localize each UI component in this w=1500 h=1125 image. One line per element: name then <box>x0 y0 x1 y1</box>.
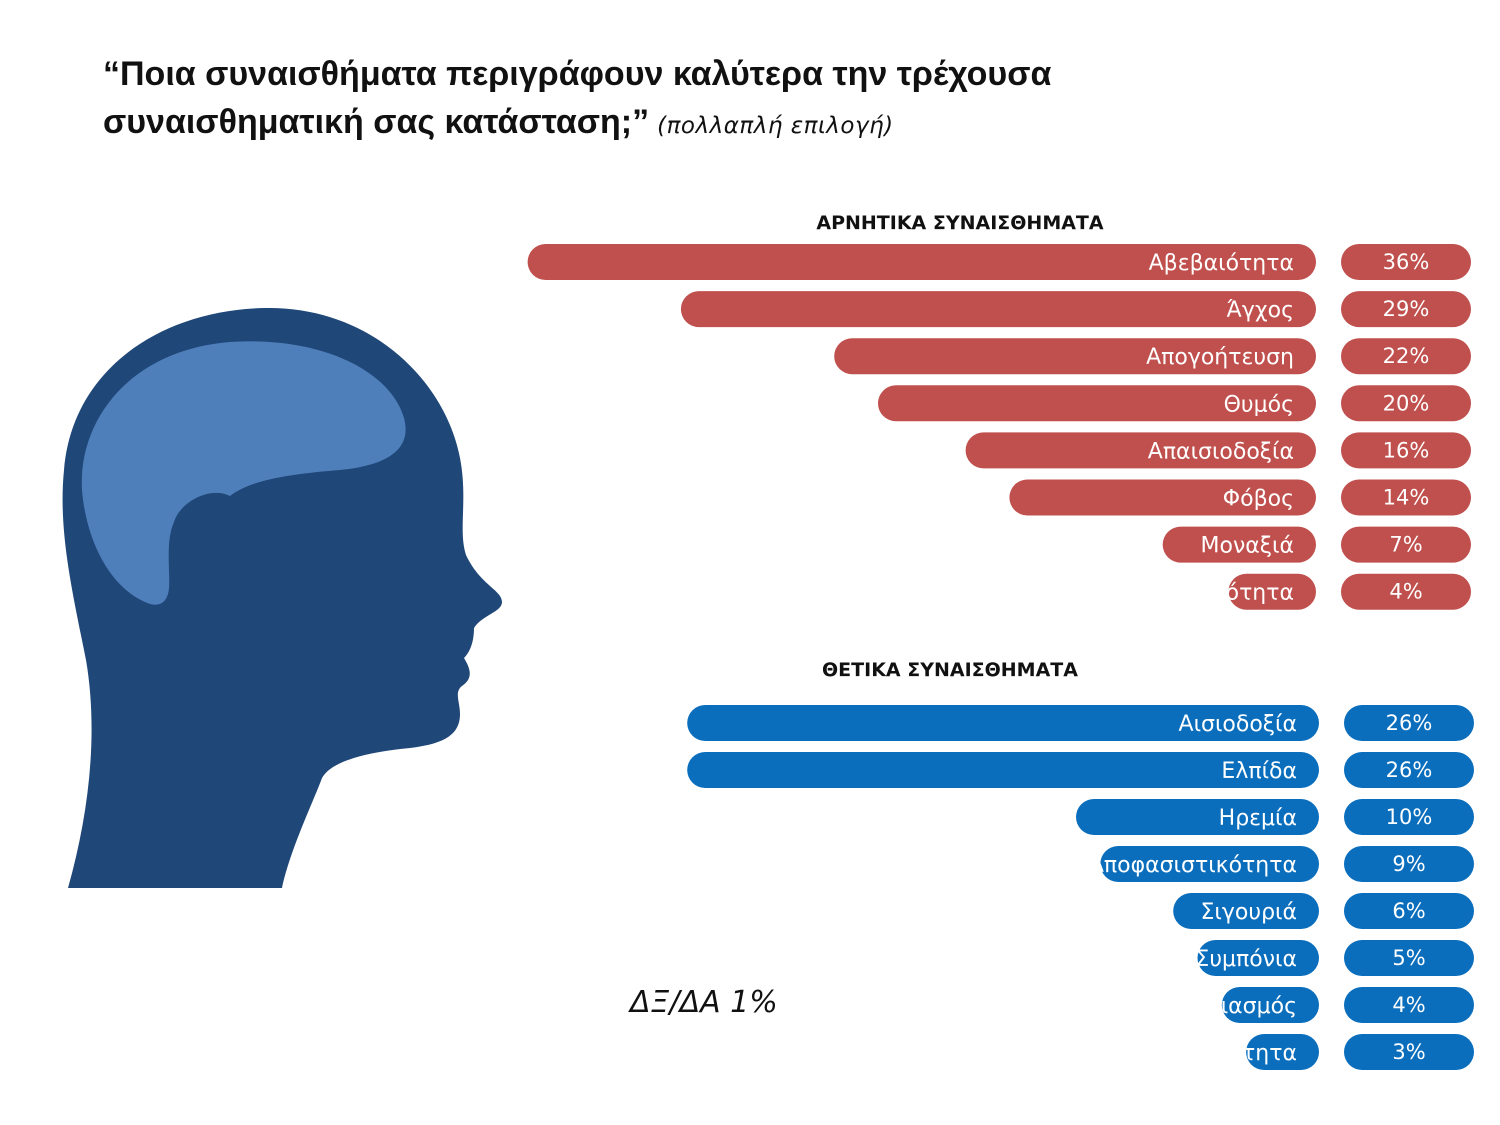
negative-value-pill <box>1341 432 1471 469</box>
negative-bar <box>1009 479 1316 516</box>
positive-section-title: ΘΕΤΙΚΑ ΣΥΝΑΙΣΘΗΜΑΤΑ <box>822 659 1078 681</box>
positive-bar-category-label: Χρησιμότητα <box>1150 1041 1297 1066</box>
negative-value-label: 20% <box>1383 391 1430 415</box>
positive-value-pill <box>1344 705 1474 741</box>
negative-value-pill <box>1341 573 1471 610</box>
positive-value-label: 26% <box>1386 758 1433 782</box>
negative-value-pill <box>1341 385 1471 422</box>
negative-value-pill <box>1341 338 1471 375</box>
positive-value-label: 3% <box>1392 1040 1425 1064</box>
chart-title-main: “Ποια συναισθήματα περιγράφουν καλύτερα … <box>103 55 1052 141</box>
positive-bar <box>1246 1034 1319 1070</box>
positive-value-pill <box>1344 1034 1474 1070</box>
positive-bar-chart: Αισιοδοξία 26% Ελπίδα 26% Ηρεμία 10% Αποφασιστ… <box>687 705 1474 1070</box>
negative-value-label: 14% <box>1383 486 1430 510</box>
positive-value-pill <box>1344 799 1474 835</box>
positive-value-label: 4% <box>1392 993 1425 1017</box>
negative-bar <box>527 244 1316 280</box>
positive-bar-category-label: Συμπόνια <box>1195 947 1297 972</box>
negative-bar-chart: Αβεβαιότητα 36% Άγχος 29% Απογοήτευση 22% Θυμό… <box>527 244 1471 610</box>
negative-bar <box>965 432 1316 469</box>
positive-bar-category-label: Ηρεμία <box>1219 806 1297 831</box>
negative-bar <box>680 291 1316 328</box>
brain-shape <box>81 341 406 605</box>
negative-bar-category-label: Απογοήτευση <box>1146 345 1294 370</box>
positive-bar <box>1100 846 1319 882</box>
positive-bar <box>1221 987 1319 1023</box>
positive-bar <box>687 752 1319 788</box>
positive-bar <box>1197 940 1319 976</box>
negative-value-pill <box>1341 244 1471 280</box>
positive-bar <box>687 705 1319 741</box>
negative-bar <box>1162 526 1316 563</box>
positive-value-pill <box>1344 893 1474 929</box>
positive-value-label: 26% <box>1386 711 1433 735</box>
negative-bar-category-label: Μοναξιά <box>1201 534 1294 559</box>
negative-value-label: 7% <box>1389 533 1422 557</box>
negative-bar-category-label: Απαισιοδοξία <box>1148 439 1294 464</box>
positive-bar-category-label: Ελπίδα <box>1221 759 1297 784</box>
positive-value-pill <box>1344 846 1474 882</box>
negative-section-title: ΑΡΝΗΤΙΚΑ ΣΥΝΑΙΣΘΗΜΑΤΑ <box>816 212 1104 234</box>
dont-know-footnote: ΔΞ/ΔΑ 1% <box>630 985 778 1020</box>
positive-bar-category-label: Αισιοδοξία <box>1179 712 1297 737</box>
chart-title: “Ποια συναισθήματα περιγράφουν καλύτερα … <box>103 50 1253 150</box>
positive-bar-category-label: Σιγουριά <box>1201 900 1297 925</box>
negative-bar-category-label: Ανικανότητα <box>1151 581 1294 606</box>
positive-bar <box>1173 893 1319 929</box>
negative-value-pill <box>1341 479 1471 516</box>
human-head-silhouette-icon <box>62 307 502 889</box>
positive-value-label: 5% <box>1392 946 1425 970</box>
negative-bar <box>834 338 1316 375</box>
positive-value-label: 6% <box>1392 899 1425 923</box>
negative-value-pill <box>1341 291 1471 328</box>
negative-value-label: 36% <box>1383 250 1430 274</box>
positive-bar <box>1076 799 1319 835</box>
positive-value-pill <box>1344 940 1474 976</box>
negative-value-label: 29% <box>1383 297 1430 321</box>
negative-bar <box>878 385 1316 422</box>
positive-value-pill <box>1344 752 1474 788</box>
positive-bar-category-label: Ενθουσιασμός <box>1141 994 1297 1019</box>
negative-bar-category-label: Αβεβαιότητα <box>1149 251 1294 276</box>
negative-bar-category-label: Άγχος <box>1227 298 1294 323</box>
negative-bar <box>1228 573 1316 610</box>
positive-value-label: 9% <box>1392 852 1425 876</box>
chart-subtitle: (πολλαπλή επιλογή) <box>657 113 894 139</box>
positive-value-label: 10% <box>1386 805 1433 829</box>
negative-value-label: 16% <box>1383 438 1430 462</box>
negative-value-pill <box>1341 526 1471 563</box>
positive-value-pill <box>1344 987 1474 1023</box>
negative-value-label: 4% <box>1389 580 1422 604</box>
negative-value-label: 22% <box>1383 344 1430 368</box>
negative-bar-category-label: Θυμός <box>1224 392 1294 417</box>
positive-bar-category-label: Αποφασιστικότητα <box>1089 853 1297 878</box>
negative-bar-category-label: Φόβος <box>1223 487 1294 512</box>
